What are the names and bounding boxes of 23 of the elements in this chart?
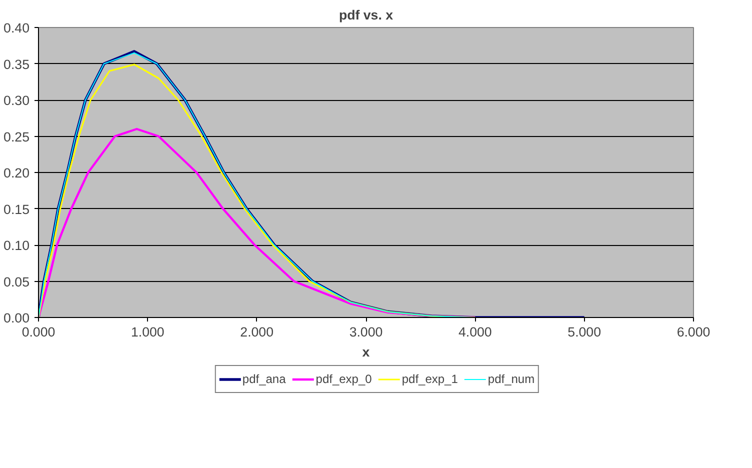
x-tick-label: 0.000 bbox=[22, 324, 56, 340]
y-tick-label: 0.25 bbox=[4, 129, 30, 144]
x-tick-label: 2.000 bbox=[240, 324, 274, 340]
y-tick-label: 0.05 bbox=[4, 274, 30, 290]
x-tick-label: 6.000 bbox=[676, 324, 710, 340]
x-axis-title: x bbox=[362, 344, 370, 360]
x-tick-label: 1.000 bbox=[130, 324, 164, 340]
y-tick-label: 0.40 bbox=[4, 20, 30, 36]
y-tick-label: 0.30 bbox=[4, 93, 30, 108]
x-tick-label: 5.000 bbox=[568, 324, 602, 340]
legend-label: pdf_exp_1 bbox=[402, 372, 458, 386]
chart-title: pdf vs. x bbox=[338, 8, 394, 22]
y-tick-label: 0.15 bbox=[4, 202, 30, 217]
y-tick-label: 0.00 bbox=[4, 310, 30, 326]
legend-label: pdf_num bbox=[488, 372, 535, 386]
x-tick-label: 3.000 bbox=[349, 324, 383, 340]
line-series bbox=[38, 64, 476, 318]
legend-label: pdf_exp_0 bbox=[316, 372, 372, 386]
y-tick-label: 0.20 bbox=[4, 166, 30, 180]
x-tick-label: 4.000 bbox=[458, 324, 492, 340]
y-tick-label: 0.10 bbox=[4, 238, 30, 253]
legend-label: pdf_ana bbox=[242, 372, 286, 386]
y-tick-label: 0.35 bbox=[4, 56, 30, 72]
